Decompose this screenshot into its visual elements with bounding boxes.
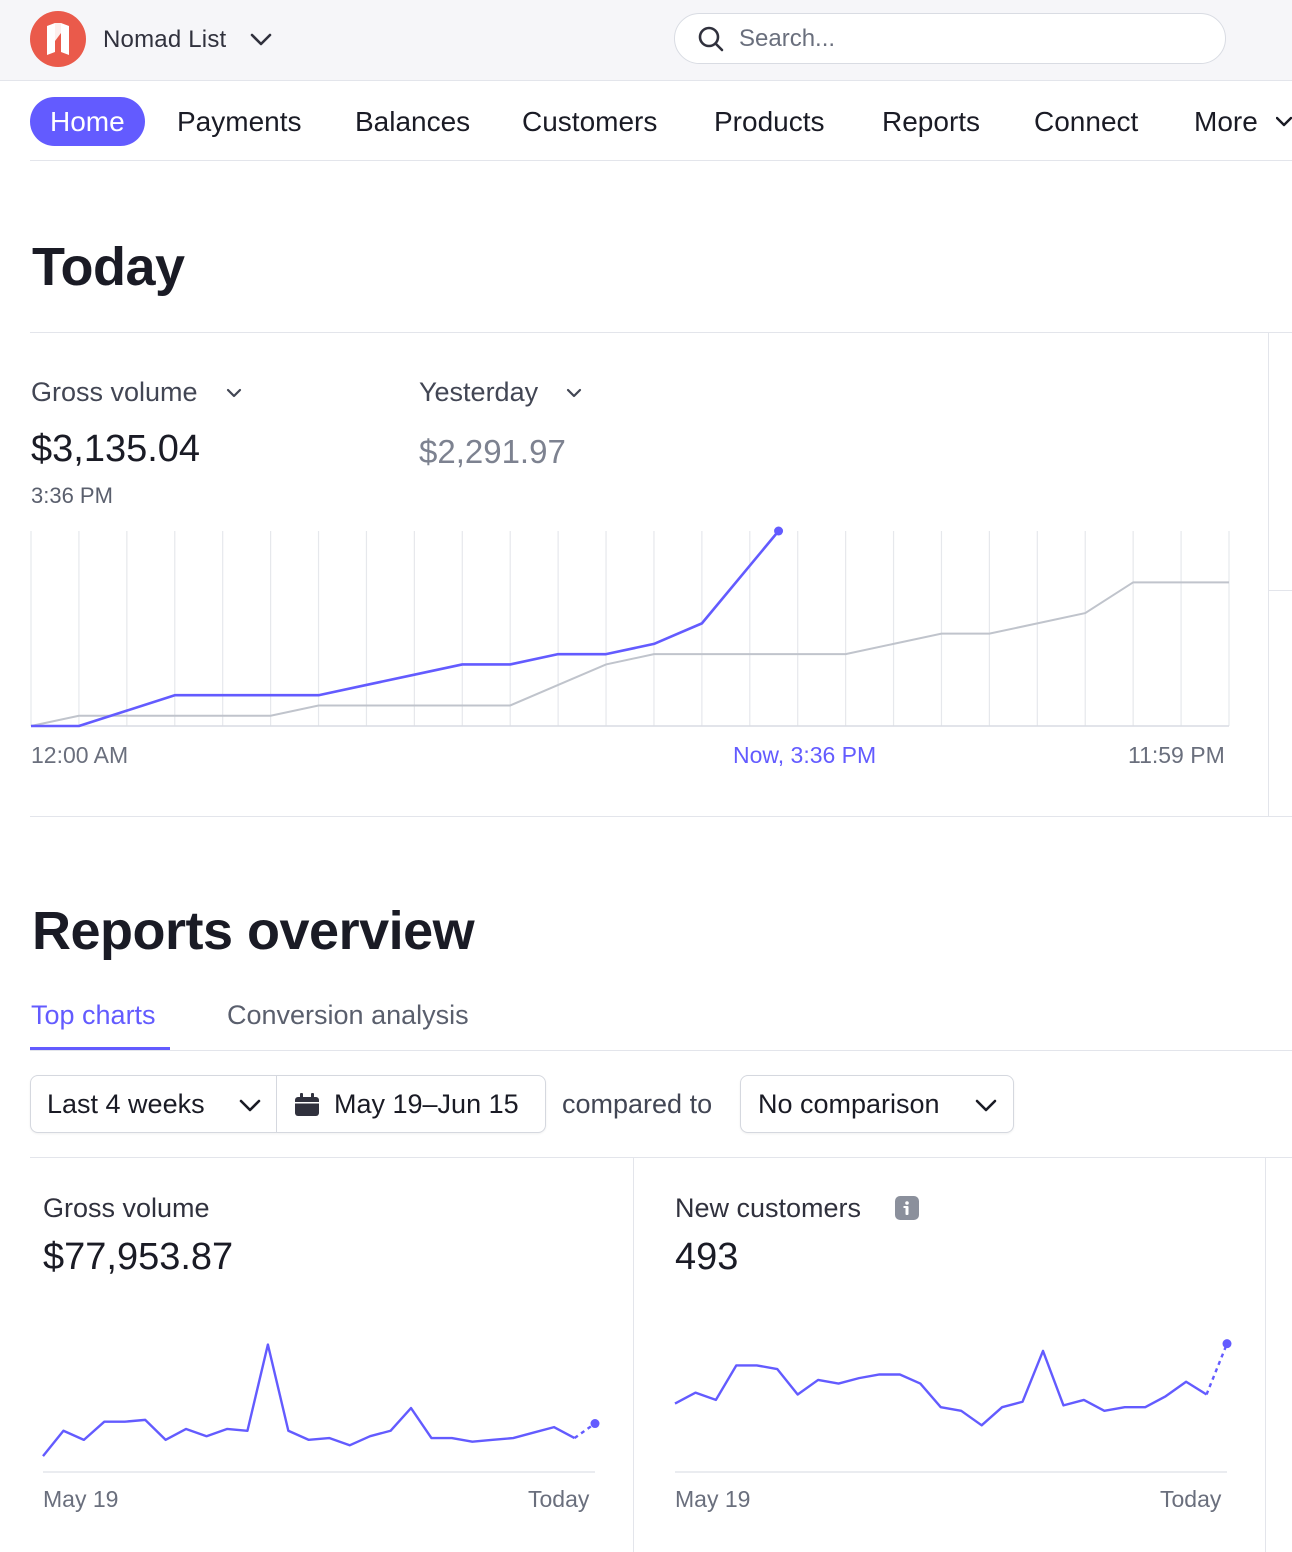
card-new-customers-value: 493 [675,1236,739,1278]
comparison-period-select[interactable]: Yesterday [419,377,539,407]
calendar-icon [295,1093,319,1116]
series-line-today [31,530,780,728]
divider [633,1157,634,1552]
divider [30,816,1292,817]
gross-volume-sparkline [42,1343,576,1457]
divider [1268,332,1269,816]
series-point-now [774,526,784,536]
card-new-customers-label: New customers [675,1193,862,1223]
nomad-list-logo[interactable] [30,11,86,67]
card-new-customers-axis-start: May 19 [675,1486,751,1512]
chevron-down-icon[interactable] [248,28,274,50]
comparison-select-label: No comparison [758,1089,940,1119]
axis-label-start: 12:00 AM [31,742,129,768]
date-range-picker[interactable]: May 19–Jun 15 [277,1076,545,1132]
date-range-label: May 19–Jun 15 [334,1089,519,1119]
nav-more[interactable]: More [1194,106,1258,137]
series-line-yesterday [30,581,1229,727]
tab-top-charts[interactable]: Top charts [31,1000,156,1030]
card-gross-volume-value: $77,953.87 [43,1236,234,1278]
card-gross-volume-axis-end: Today [528,1486,590,1512]
info-icon[interactable] [895,1196,919,1220]
card-new-customers-axis-end: Today [1160,1486,1222,1512]
new-customers-sparkline-last-point [1222,1339,1232,1349]
gross-volume-yesterday-value: $2,291.97 [419,433,566,470]
chevron-down-icon[interactable] [225,385,243,401]
divider [30,1050,1292,1051]
nav-products[interactable]: Products [714,106,825,137]
chevron-down-icon[interactable] [565,385,583,401]
compared-to-label: compared to [562,1089,713,1119]
page-title: Today [32,237,185,297]
account-name[interactable]: Nomad List [103,26,227,53]
info-glyph [903,1201,909,1215]
nav-payments[interactable]: Payments [177,106,302,137]
divider [1268,590,1292,591]
chevron-down-icon [975,1099,997,1112]
range-select-label: Last 4 weeks [47,1089,205,1119]
top-bar: Nomad List [0,0,1292,81]
active-tab-indicator [30,1047,170,1051]
gross-volume-sparkline-last-point [590,1419,600,1429]
nav-customers[interactable]: Customers [522,106,658,137]
range-select[interactable]: Last 4 weeks [31,1076,277,1132]
search-box[interactable] [674,13,1226,64]
nomad-list-logo-icon [47,23,69,55]
new-customers-sparkline [674,1349,1208,1427]
axis-label-now: Now, 3:36 PM [733,742,877,768]
nav-home[interactable]: Home [30,97,145,146]
new-customers-sparkline-partial [1205,1343,1229,1395]
gross-volume-today-value: $3,135.04 [31,428,201,470]
gross-volume-metric-select[interactable]: Gross volume [31,377,198,407]
date-filter-group: Last 4 weeks May 19–Jun 15 [30,1075,546,1133]
search-icon [698,26,724,52]
current-time: 3:36 PM [31,483,113,508]
chevron-down-icon [239,1099,261,1112]
nav-connect[interactable]: Connect [1034,106,1139,137]
reports-overview-title: Reports overview [32,901,475,961]
card-gross-volume-axis-start: May 19 [43,1486,119,1512]
search-input[interactable] [739,22,1199,56]
divider [30,1157,1292,1158]
nav-balances[interactable]: Balances [355,106,471,137]
axis-label-end: 11:59 PM [1128,742,1225,768]
divider [30,332,1292,333]
tab-conversion-analysis[interactable]: Conversion analysis [227,1000,469,1030]
comparison-select[interactable]: No comparison [740,1075,1014,1133]
card-gross-volume-label: Gross volume [43,1193,210,1223]
chevron-down-icon[interactable] [1276,113,1292,129]
nav-reports[interactable]: Reports [882,106,981,137]
divider [1265,1157,1266,1552]
main-nav: Home Payments Balances Customers Product… [30,97,1292,161]
